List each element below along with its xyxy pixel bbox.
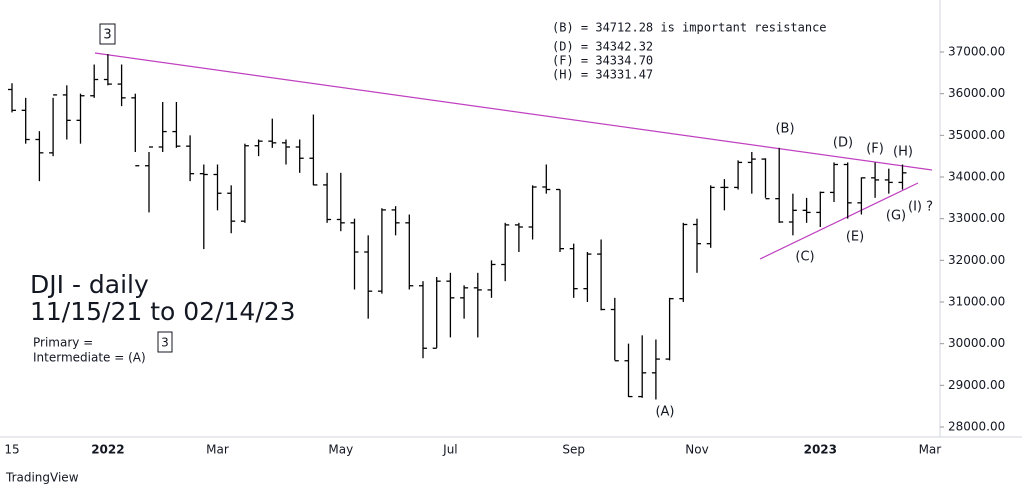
plot-area <box>8 54 907 400</box>
trend-line-upper <box>94 52 933 171</box>
y-tick-label: 35000.00 <box>948 128 1005 142</box>
wave-label: (B) <box>775 122 794 137</box>
legend-primary-value: 3 <box>161 336 169 350</box>
wave-label: (D) <box>833 136 853 151</box>
x-tick-label: Nov <box>685 443 708 457</box>
y-tick-label: 32000.00 <box>948 253 1005 267</box>
legend-primary: Primary = <box>33 336 93 350</box>
wave-label: (I) ? <box>908 200 933 215</box>
note: (B) = 34712.28 is important resistance <box>552 21 827 35</box>
chart-subtitle: 11/15/21 to 02/14/23 <box>30 297 296 326</box>
y-tick-label: 30000.00 <box>948 336 1005 350</box>
x-tick-label: Mar <box>206 443 229 457</box>
wave-label: (F) <box>866 142 884 157</box>
wave-label: (G) <box>886 209 906 224</box>
x-tick-label: 15 <box>4 443 19 457</box>
y-tick-label: 28000.00 <box>948 420 1005 434</box>
x-tick-label: May <box>328 443 353 457</box>
x-tick-label: 2023 <box>804 443 837 457</box>
wave-label: (A) <box>655 405 674 420</box>
chart-title: DJI - daily <box>30 270 149 299</box>
x-tick-label: Jul <box>442 443 457 457</box>
y-tick-label: 36000.00 <box>948 86 1005 100</box>
watermark: TradingView <box>5 471 79 485</box>
y-tick-label: 34000.00 <box>948 170 1005 184</box>
wave-label: 3 <box>103 28 111 43</box>
trend-line-lower <box>759 182 919 260</box>
wave-label: (E) <box>846 230 864 245</box>
y-tick-label: 37000.00 <box>948 45 1005 59</box>
x-tick-label: 2022 <box>91 443 124 457</box>
note: (F) = 34334.70 <box>552 54 653 68</box>
note: (D) = 34342.32 <box>552 40 653 54</box>
y-tick-label: 31000.00 <box>948 295 1005 309</box>
y-tick-label: 29000.00 <box>948 378 1005 392</box>
wave-box <box>99 23 116 45</box>
note: (H) = 34331.47 <box>552 68 653 82</box>
wave-label: (C) <box>795 250 814 265</box>
x-tick-label: Mar <box>919 443 942 457</box>
legend-intermediate: Intermediate = (A) <box>33 351 146 365</box>
y-tick-label: 33000.00 <box>948 211 1005 225</box>
wave-label: (H) <box>893 145 913 160</box>
legend-box <box>157 331 173 353</box>
x-tick-label: Sep <box>562 443 585 457</box>
